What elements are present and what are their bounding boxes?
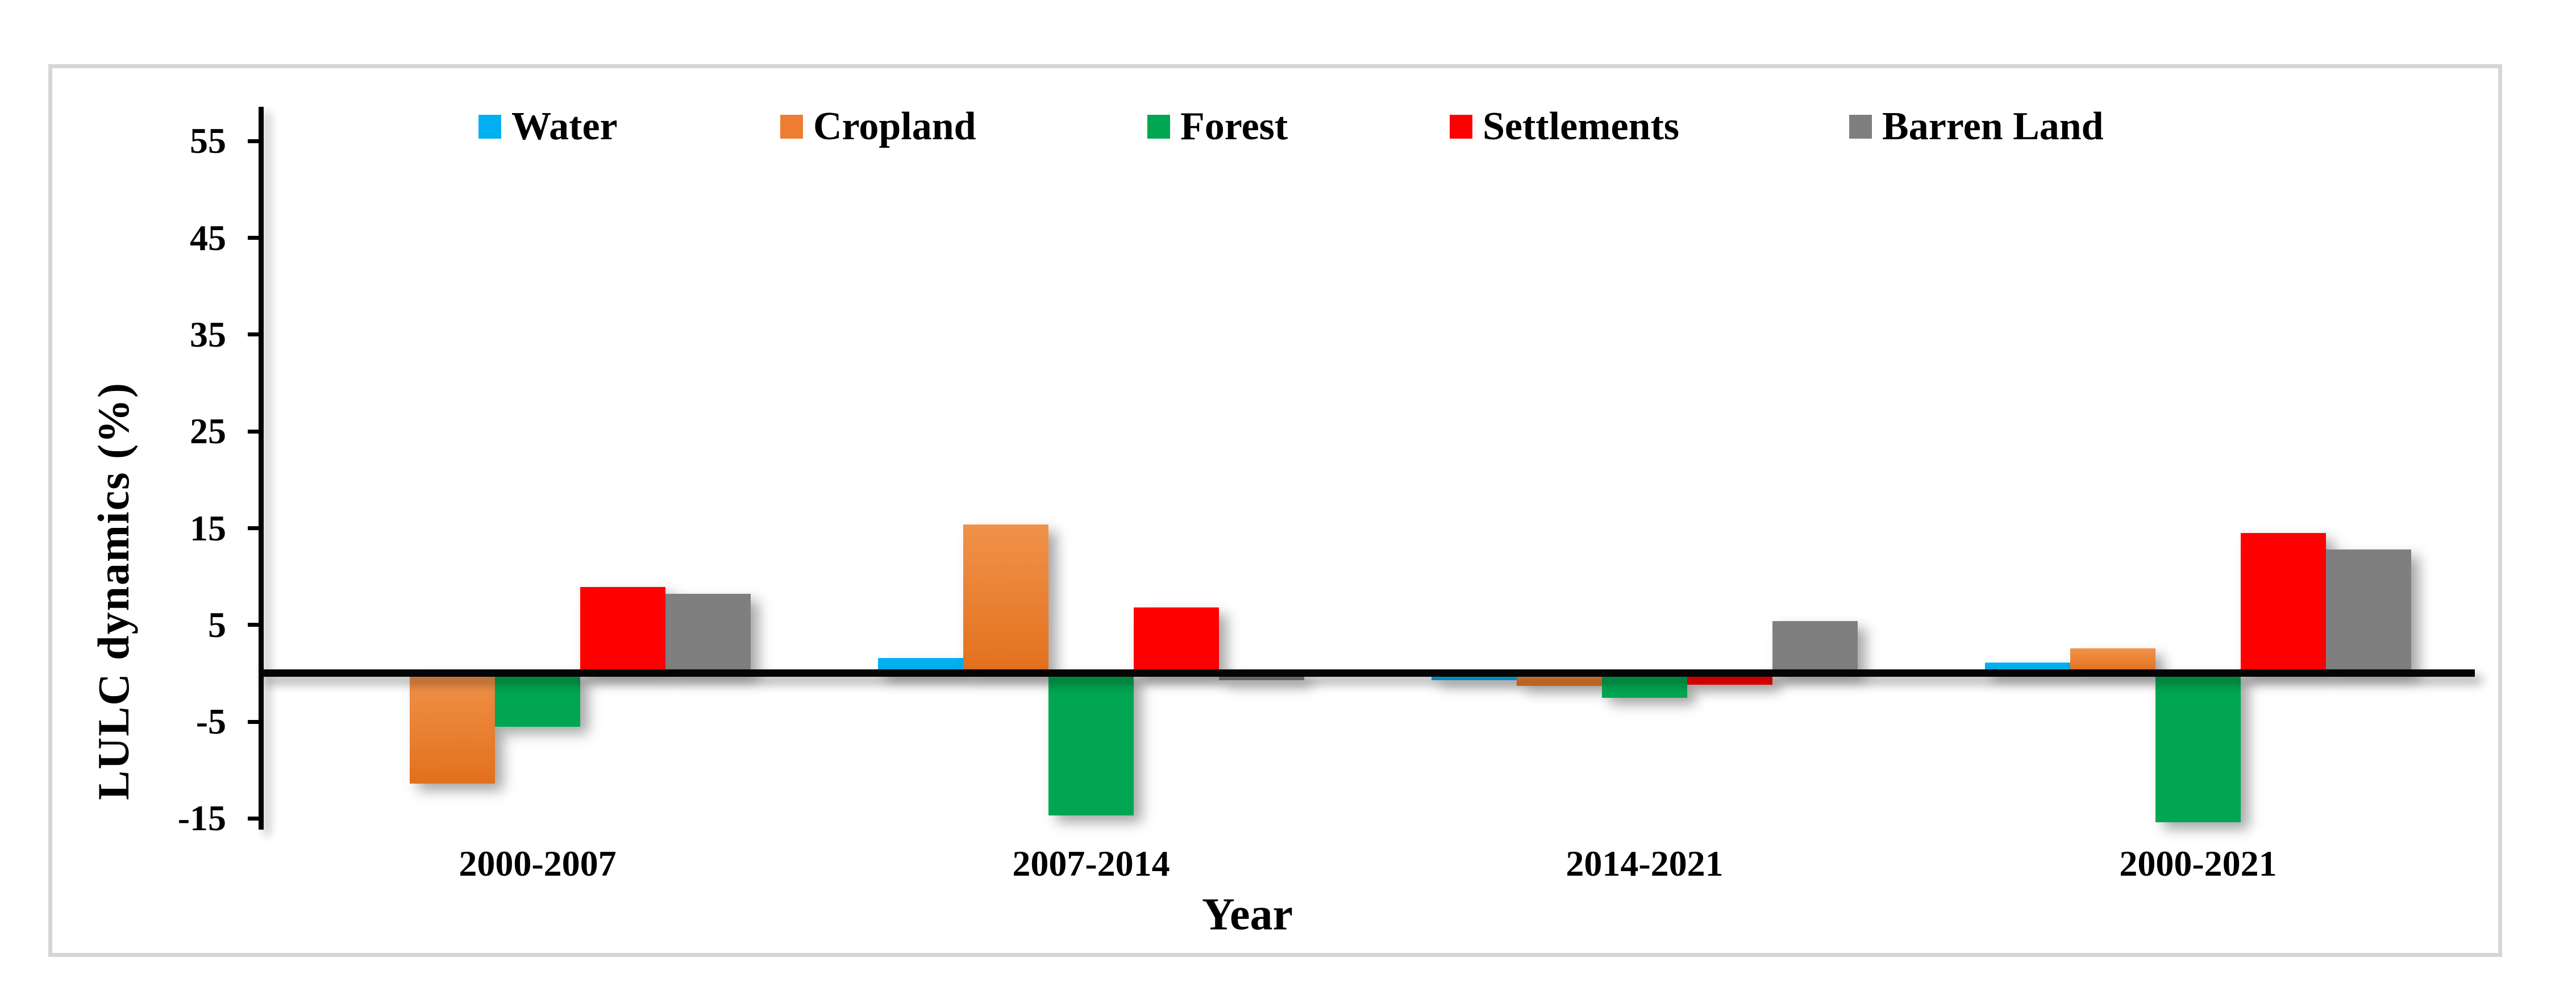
bar-forest-2000-2007	[495, 673, 580, 727]
legend-swatch-icon	[1147, 115, 1170, 139]
bar-cropland-2000-2021	[2070, 648, 2155, 673]
y-tick-label: 55	[190, 120, 226, 161]
x-category-label-2000-2021: 2000-2021	[2119, 843, 2277, 884]
y-tick-mark	[248, 236, 261, 240]
zero-baseline	[259, 669, 2475, 677]
legend-label: Forest	[1180, 105, 1288, 148]
bar-cropland-2007-2014	[963, 524, 1048, 673]
bar-barren-land-2014-2021	[1772, 621, 1858, 673]
bar-barren-land-2000-2021	[2326, 549, 2411, 673]
x-category-label-2007-2014: 2007-2014	[1012, 843, 1170, 884]
y-tick-label: 15	[190, 507, 226, 548]
bar-forest-2014-2021	[1602, 673, 1687, 698]
legend-item-cropland: Cropland	[780, 105, 976, 148]
y-tick-mark	[248, 429, 261, 434]
bar-settlements-2000-2021	[2241, 533, 2326, 673]
y-tick-label: 25	[190, 411, 226, 452]
legend-item-barren-land: Barren Land	[1849, 105, 2104, 148]
legend-item-settlements: Settlements	[1450, 105, 1680, 148]
legend-swatch-icon	[478, 115, 501, 139]
y-tick-label: 35	[190, 314, 226, 355]
legend-item-forest: Forest	[1147, 105, 1288, 148]
bar-forest-2007-2014	[1048, 673, 1134, 816]
y-tick-mark	[248, 816, 261, 821]
legend-swatch-icon	[1849, 115, 1872, 139]
y-tick-mark	[248, 719, 261, 724]
legend-item-water: Water	[478, 105, 618, 148]
y-tick-mark	[248, 623, 261, 627]
y-tick-label: -5	[195, 701, 226, 742]
legend-label: Water	[511, 105, 618, 148]
y-tick-label: -15	[177, 798, 226, 839]
y-tick-mark	[248, 526, 261, 531]
bar-settlements-2000-2007	[580, 587, 665, 673]
legend-swatch-icon	[780, 115, 803, 139]
figure-border	[48, 64, 2502, 957]
y-tick-label: 45	[190, 217, 226, 258]
x-category-label-2014-2021: 2014-2021	[1566, 843, 1724, 884]
legend-label: Cropland	[813, 105, 976, 148]
legend-swatch-icon	[1450, 115, 1472, 139]
bar-barren-land-2000-2007	[665, 594, 751, 673]
y-tick-label: 5	[208, 604, 226, 645]
bar-settlements-2007-2014	[1134, 607, 1219, 673]
y-tick-mark	[248, 139, 261, 143]
bar-cropland-2000-2007	[410, 673, 495, 784]
y-axis-line	[259, 107, 264, 830]
x-axis-title: Year	[1202, 889, 1293, 940]
legend-label: Barren Land	[1882, 105, 2104, 148]
chart-legend: Water Cropland Forest Settlements Barren Lan…	[0, 0, 2576, 170]
x-category-label-2000-2007: 2000-2007	[459, 843, 617, 884]
legend-label: Settlements	[1483, 105, 1680, 148]
bar-forest-2000-2021	[2155, 673, 2241, 823]
y-tick-mark	[248, 332, 261, 337]
